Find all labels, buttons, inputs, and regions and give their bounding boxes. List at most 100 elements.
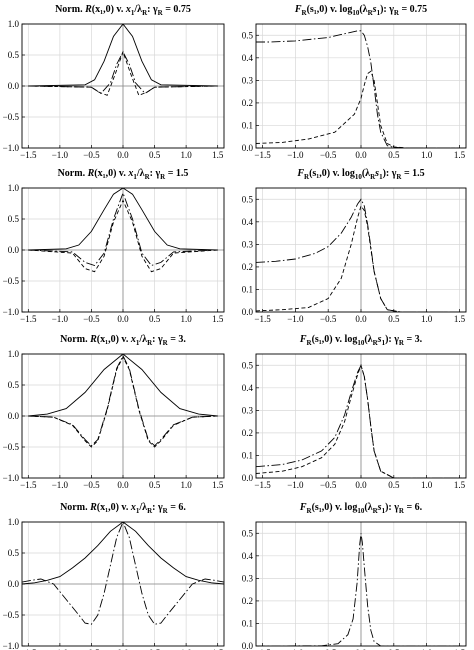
title-part-subR: R [147, 339, 153, 347]
y-tick-label: −0.5 [3, 276, 20, 286]
title-part-fn: F [299, 502, 307, 513]
x-tick-label: −1.0 [52, 480, 69, 490]
y-tick-label: 0.3 [242, 573, 254, 583]
x-tick-label: −0.5 [320, 150, 337, 160]
y-tick-label: 0.0 [8, 579, 20, 589]
series-line-dashed [28, 356, 218, 448]
y-tick-label: 0.1 [242, 120, 253, 130]
x-tick-label: −1.0 [287, 314, 304, 324]
x-tick-label: −1.5 [254, 150, 271, 160]
title-part-var: x [130, 502, 136, 513]
title-part-fn: R [87, 168, 95, 179]
x-tick-label: −1.5 [20, 480, 37, 490]
y-tick-label: 0.0 [8, 81, 20, 91]
y-tick-label: 0.1 [242, 618, 253, 628]
series-line-longdash [28, 50, 218, 94]
title-part-s: s [375, 168, 380, 179]
series-line-solid [28, 188, 218, 251]
title-part-var: x [125, 4, 131, 15]
panel-4: −1.5 −1.0 −0.5 0.0 0.5 1.0 1.5 0.0 0.1 0.2 0.3 0.4 0… [242, 187, 467, 324]
title-part-sub1: 1 [135, 507, 140, 515]
y-tick-label: 0.4 [242, 383, 254, 393]
panel-5: −1.5 −1.0 −0.5 0.0 0.5 1.0 1.5−1.0−0.50.00.51.… [3, 349, 225, 490]
y-tick-label: −1.0 [3, 473, 20, 483]
title-part-sub1: 1 [376, 9, 381, 17]
title-part-tail: = 6. [403, 502, 423, 513]
y-tick-label: 0.2 [242, 262, 253, 272]
title-part-mid: (λ [361, 168, 371, 179]
title-part-mid: (λ [364, 334, 373, 345]
title-part-fn: F [299, 334, 307, 345]
x-tick-label: 1.0 [181, 648, 193, 650]
y-tick-label: −1.0 [3, 641, 20, 650]
x-tick-label: 0.0 [355, 314, 367, 324]
x-tick-label: 1.5 [212, 480, 224, 490]
title-part-args: (s₁,0) v. log [309, 168, 355, 179]
title-part-var: x [128, 168, 134, 179]
x-tick-label: 0.0 [355, 648, 367, 650]
y-tick-label: −0.5 [3, 442, 20, 452]
x-tick-label: 0.5 [149, 648, 161, 650]
series-line-solid [28, 24, 218, 87]
title-part-args: (s₁,0) v. log [311, 334, 358, 345]
title-part-fn: R [90, 334, 97, 345]
title-part-sub1: 1 [381, 339, 386, 347]
y-tick-label: 1.0 [8, 19, 20, 29]
series-line-longdash [28, 191, 218, 267]
panel-8: −1.5 −1.0 −0.5 0.0 0.5 1.0 1.5 0.0 0.1 0.2 0.3 0.4 0… [242, 521, 467, 650]
title-part-sub1: 1 [130, 9, 135, 17]
title-part-sub10: 10 [357, 507, 365, 515]
x-tick-label: −1.5 [254, 480, 271, 490]
title-part-lead: Norm. [55, 4, 86, 15]
title-part-subR2: R [372, 507, 378, 515]
y-tick-label: 0.0 [242, 641, 254, 650]
x-tick-label: 1.5 [212, 314, 224, 324]
title-part-args: (s₁,0) v. log [306, 4, 353, 15]
x-tick-label: −1.5 [20, 150, 37, 160]
title-part-subR3: R [398, 507, 404, 515]
title-part-tail: = 1.5 [401, 168, 425, 179]
x-tick-label: 0.0 [117, 480, 129, 490]
y-tick-label: 1.0 [8, 517, 20, 527]
x-tick-label: −1.0 [52, 648, 69, 650]
y-tick-label: 0.2 [242, 98, 253, 108]
title-part-args: (s₁,0) v. log [311, 502, 358, 513]
x-tick-label: 1.0 [181, 480, 193, 490]
x-tick-label: 1.5 [212, 648, 224, 650]
title-part-sub1: 1 [381, 507, 386, 515]
title-part-subR: R [306, 507, 312, 515]
x-tick-label: 1.0 [181, 314, 193, 324]
title-part-subR3: R [393, 9, 399, 17]
x-tick-label: −0.5 [83, 150, 100, 160]
y-tick-label: 0.5 [8, 380, 20, 390]
x-tick-label: −1.5 [254, 314, 271, 324]
x-tick-label: 0.0 [117, 314, 129, 324]
title-part-colon: ): γ [385, 502, 399, 513]
series-line-dashed [28, 199, 218, 273]
panel-title: Norm. R(x₁,0) v. x1/λR: γR = 3. [8, 334, 238, 347]
x-tick-label: 0.5 [388, 648, 400, 650]
title-part-subR2: R [162, 339, 168, 347]
title-part-slash: /λ [136, 168, 145, 179]
series-line-longdash [22, 522, 224, 625]
x-tick-label: 0.5 [388, 150, 400, 160]
title-part-subR2: R [372, 339, 378, 347]
title-part-subR2: R [367, 9, 373, 17]
x-tick-label: 1.0 [421, 648, 433, 650]
y-tick-label: 0.5 [8, 214, 20, 224]
y-tick-label: 0.3 [242, 239, 254, 249]
title-part-colon: ): γ [382, 168, 397, 179]
title-part-sub1: 1 [133, 173, 137, 181]
title-part-subR: R [301, 9, 307, 17]
panel-6: −1.5 −1.0 −0.5 0.0 0.5 1.0 1.5 0.0 0.1 0.2 0.3 0.4 0… [242, 353, 467, 490]
panel-title: FR(s₁,0) v. log10(λRs1): γR = 1.5 [246, 168, 474, 181]
title-part-tail: = 3. [403, 334, 423, 345]
title-part-subR3: R [398, 339, 404, 347]
title-part-tail: = 0.75 [162, 4, 191, 15]
title-part-sub10: 10 [352, 9, 360, 17]
title-part-subR: R [304, 173, 310, 181]
x-tick-label: 1.5 [454, 150, 466, 160]
x-tick-label: 1.0 [421, 480, 433, 490]
title-part-s: s [372, 4, 377, 15]
